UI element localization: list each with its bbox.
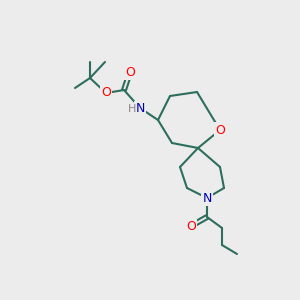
Text: N: N <box>202 191 212 205</box>
Text: O: O <box>215 124 225 136</box>
Text: O: O <box>125 65 135 79</box>
Text: N: N <box>135 103 145 116</box>
Text: O: O <box>101 86 111 100</box>
Text: O: O <box>186 220 196 232</box>
Text: H: H <box>128 104 136 114</box>
